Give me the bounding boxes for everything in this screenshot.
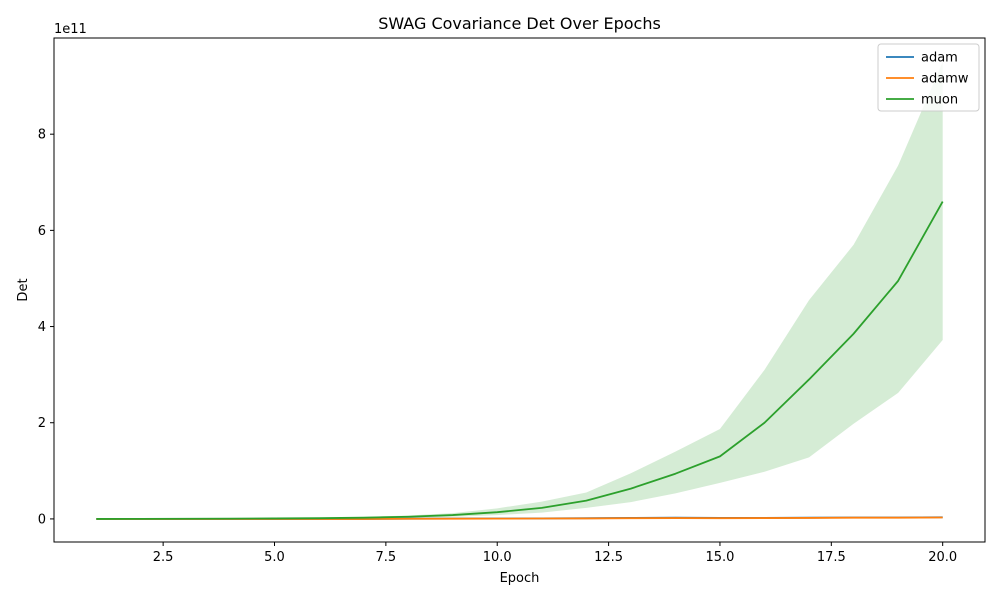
x-tick-label: 20.0 [928, 550, 957, 565]
y-tick-label: 0 [38, 512, 46, 527]
x-tick-label: 7.5 [376, 550, 397, 565]
series-line-muon [96, 201, 944, 520]
y-tick-label: 8 [38, 128, 46, 143]
x-tick-label: 15.0 [705, 550, 734, 565]
series-lines [96, 201, 944, 520]
legend-label-muon: muon [921, 93, 958, 108]
x-tick-label: 10.0 [483, 550, 512, 565]
y-tick-label: 2 [38, 416, 46, 431]
x-tick-label: 5.0 [264, 550, 285, 565]
y-tick-label: 4 [38, 320, 46, 335]
y-axis-label: Det [16, 278, 31, 301]
legend-label-adam: adam [921, 51, 958, 66]
x-tick-label: 2.5 [153, 550, 174, 565]
y-tick-label: 6 [38, 224, 46, 239]
x-axis-ticks: 2.5 5.0 7.5 10.0 12.5 15.0 17.5 20.0 [153, 542, 957, 565]
x-axis-label: Epoch [500, 571, 540, 586]
legend-label-adamw: adamw [921, 72, 969, 87]
chart-title: SWAG Covariance Det Over Epochs [378, 14, 661, 33]
legend: adam adamw muon [877, 43, 980, 112]
legend-box [877, 43, 980, 112]
y-axis-ticks: 0 2 4 6 8 [38, 128, 54, 527]
x-tick-label: 12.5 [594, 550, 623, 565]
plot-frame [53, 37, 986, 543]
y-axis-offset-label: 1e11 [54, 22, 87, 37]
x-tick-label: 17.5 [817, 550, 846, 565]
